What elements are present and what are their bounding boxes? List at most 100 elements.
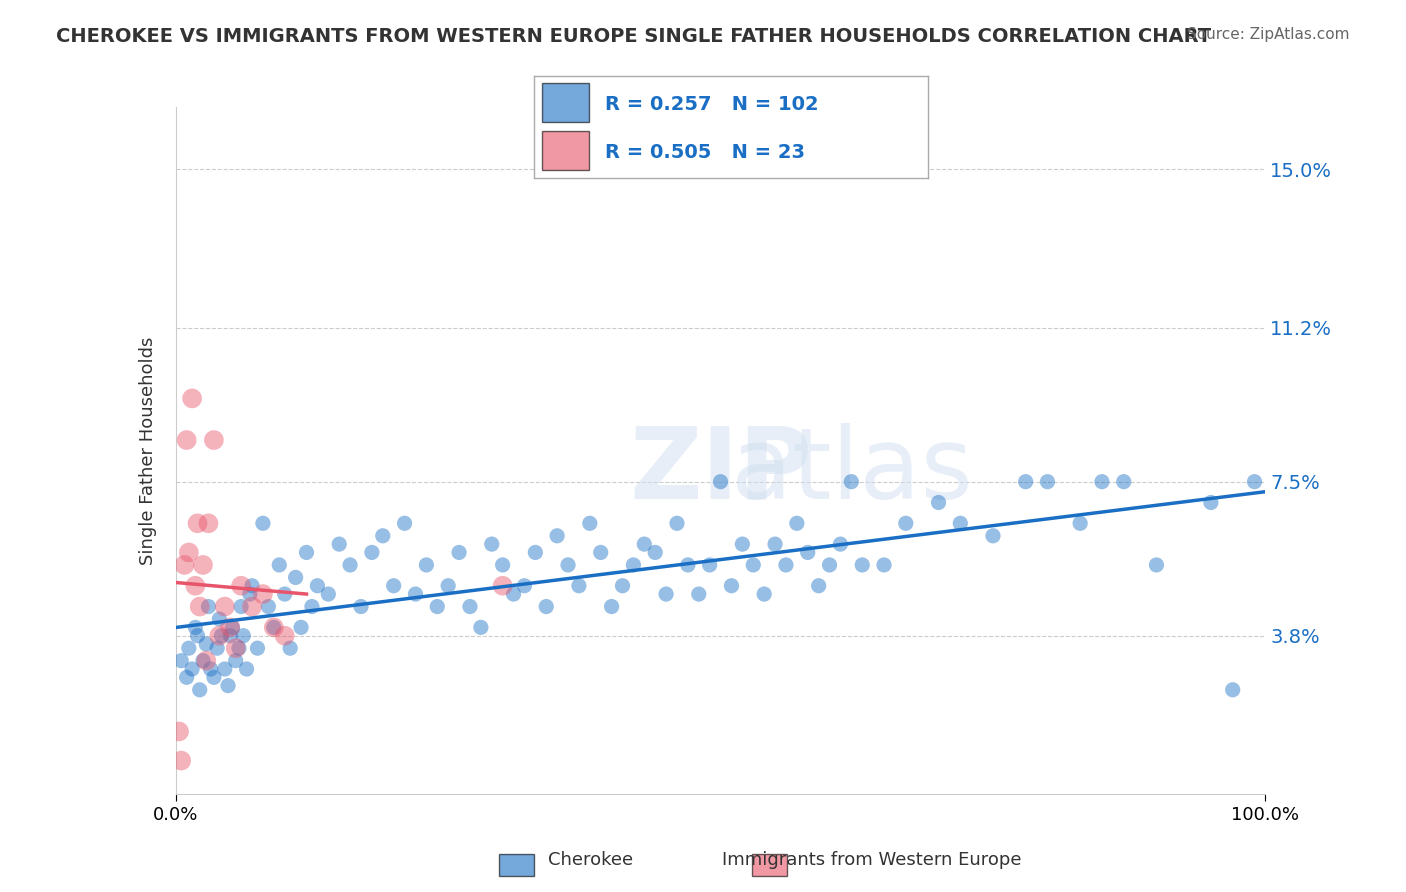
Point — [458, 599, 481, 614]
Point — [688, 587, 710, 601]
Point — [200, 662, 222, 676]
Point — [167, 724, 190, 739]
Point — [534, 599, 557, 614]
Point — [394, 516, 416, 531]
Point — [699, 558, 721, 572]
Point — [186, 516, 209, 531]
Point — [252, 587, 274, 601]
Point — [731, 537, 754, 551]
Point — [1222, 682, 1244, 697]
Point — [568, 579, 591, 593]
Point — [415, 558, 437, 572]
Point — [841, 475, 863, 489]
Point — [807, 579, 830, 593]
Point — [170, 654, 193, 668]
Point — [177, 545, 200, 559]
Point — [214, 599, 236, 614]
Point — [219, 629, 242, 643]
Point — [173, 558, 195, 572]
Point — [274, 587, 297, 601]
Point — [269, 558, 291, 572]
Point — [405, 587, 427, 601]
Point — [221, 620, 243, 634]
Point — [524, 545, 547, 559]
Point — [513, 579, 536, 593]
Point — [211, 629, 233, 643]
Point — [252, 516, 274, 531]
Point — [197, 516, 219, 531]
Point — [797, 545, 820, 559]
Text: atlas: atlas — [731, 423, 972, 519]
Point — [470, 620, 492, 634]
Point — [235, 662, 257, 676]
Text: CHEROKEE VS IMMIGRANTS FROM WESTERN EUROPE SINGLE FATHER HOUSEHOLDS CORRELATION : CHEROKEE VS IMMIGRANTS FROM WESTERN EURO… — [56, 27, 1212, 45]
Point — [557, 558, 579, 572]
Point — [284, 570, 307, 584]
Point — [232, 629, 254, 643]
Text: ZIP: ZIP — [628, 423, 813, 519]
Point — [1069, 516, 1091, 531]
Text: R = 0.257   N = 102: R = 0.257 N = 102 — [605, 95, 818, 114]
Point — [240, 599, 263, 614]
Point — [579, 516, 602, 531]
Point — [775, 558, 797, 572]
Point — [928, 495, 950, 509]
Point — [481, 537, 503, 551]
Point — [742, 558, 765, 572]
Point — [246, 641, 269, 656]
Point — [181, 662, 204, 676]
Point — [278, 641, 301, 656]
Point — [176, 670, 198, 684]
Point — [818, 558, 841, 572]
Point — [205, 641, 228, 656]
Point — [195, 654, 218, 668]
Point — [177, 641, 200, 656]
Point — [949, 516, 972, 531]
Text: R = 0.505   N = 23: R = 0.505 N = 23 — [605, 144, 806, 162]
Point — [1112, 475, 1135, 489]
Point — [257, 599, 280, 614]
Point — [894, 516, 917, 531]
Point — [371, 529, 394, 543]
Point — [290, 620, 312, 634]
FancyBboxPatch shape — [543, 131, 589, 170]
Point — [191, 654, 214, 668]
Text: Cherokee: Cherokee — [548, 851, 633, 869]
Point — [208, 629, 231, 643]
Point — [176, 433, 198, 447]
Point — [202, 433, 225, 447]
Point — [239, 587, 262, 601]
Point — [219, 620, 242, 634]
Point — [350, 599, 373, 614]
Point — [1036, 475, 1059, 489]
Point — [786, 516, 808, 531]
Point — [1015, 475, 1038, 489]
Point — [720, 579, 742, 593]
Point — [600, 599, 623, 614]
Point — [612, 579, 634, 593]
Point — [710, 475, 733, 489]
Point — [228, 641, 250, 656]
Point — [225, 641, 247, 656]
Point — [274, 629, 297, 643]
Point — [301, 599, 323, 614]
Point — [197, 599, 219, 614]
Point — [202, 670, 225, 684]
Point — [195, 637, 218, 651]
Text: Immigrants from Western Europe: Immigrants from Western Europe — [721, 851, 1022, 869]
Point — [546, 529, 568, 543]
Point — [447, 545, 470, 559]
Point — [240, 579, 263, 593]
Point — [339, 558, 361, 572]
Point — [186, 629, 209, 643]
Point — [191, 558, 214, 572]
Point — [873, 558, 896, 572]
Text: Source: ZipAtlas.com: Source: ZipAtlas.com — [1187, 27, 1350, 42]
Point — [1199, 495, 1222, 509]
Point — [1243, 475, 1265, 489]
Point — [231, 579, 253, 593]
Point — [655, 587, 678, 601]
Point — [263, 620, 285, 634]
Point — [217, 679, 239, 693]
Point — [676, 558, 699, 572]
